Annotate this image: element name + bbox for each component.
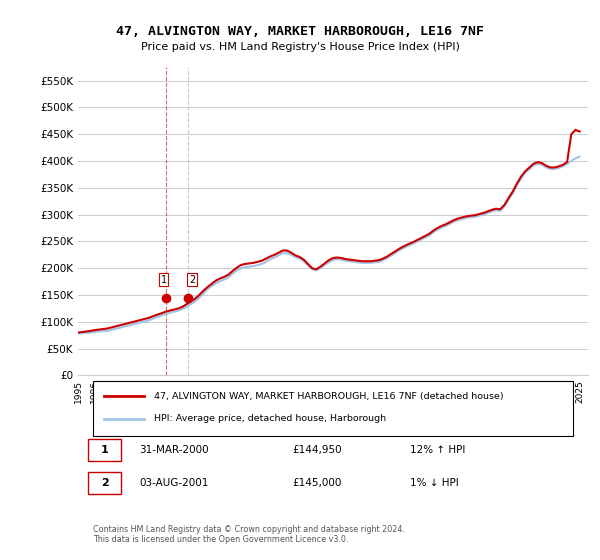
Text: £144,950: £144,950 xyxy=(292,445,342,455)
Text: 1% ↓ HPI: 1% ↓ HPI xyxy=(409,478,458,488)
Text: 12% ↑ HPI: 12% ↑ HPI xyxy=(409,445,465,455)
Text: 31-MAR-2000: 31-MAR-2000 xyxy=(139,445,209,455)
Text: 2: 2 xyxy=(101,478,109,488)
Text: 47, ALVINGTON WAY, MARKET HARBOROUGH, LE16 7NF: 47, ALVINGTON WAY, MARKET HARBOROUGH, LE… xyxy=(116,25,484,38)
Text: £145,000: £145,000 xyxy=(292,478,341,488)
Text: 1: 1 xyxy=(101,445,109,455)
Text: HPI: Average price, detached house, Harborough: HPI: Average price, detached house, Harb… xyxy=(155,414,386,423)
FancyBboxPatch shape xyxy=(88,472,121,494)
Text: 2: 2 xyxy=(189,275,195,284)
Text: 47, ALVINGTON WAY, MARKET HARBOROUGH, LE16 7NF (detached house): 47, ALVINGTON WAY, MARKET HARBOROUGH, LE… xyxy=(155,392,504,401)
Text: Price paid vs. HM Land Registry's House Price Index (HPI): Price paid vs. HM Land Registry's House … xyxy=(140,42,460,52)
FancyBboxPatch shape xyxy=(88,438,121,461)
Text: 1: 1 xyxy=(161,275,167,284)
FancyBboxPatch shape xyxy=(94,381,573,436)
Text: 03-AUG-2001: 03-AUG-2001 xyxy=(139,478,209,488)
Text: Contains HM Land Registry data © Crown copyright and database right 2024.
This d: Contains HM Land Registry data © Crown c… xyxy=(94,525,405,544)
